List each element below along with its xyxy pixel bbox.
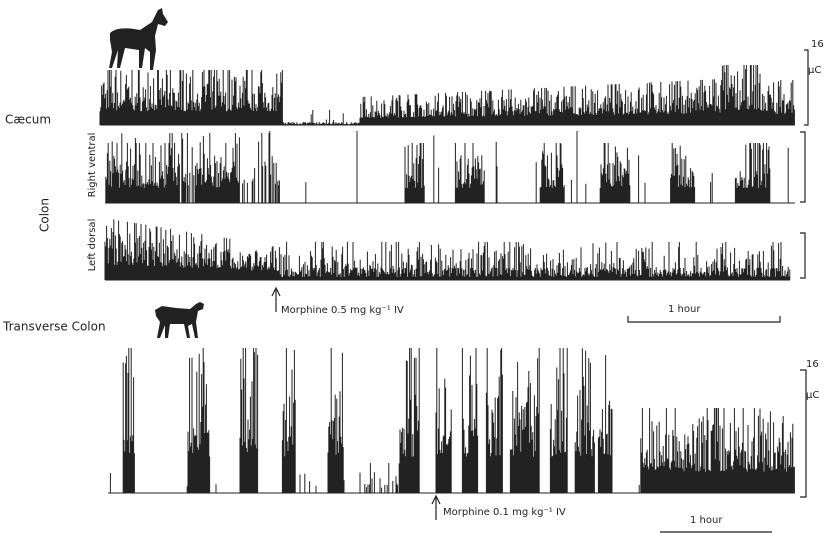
scale-bracket xyxy=(800,233,805,278)
injection-arrow xyxy=(432,496,440,520)
injection-label: Morphine 0.1 mg kg⁻¹ IV xyxy=(443,507,566,518)
scale-value: 16 xyxy=(811,39,824,50)
recording-trace xyxy=(100,65,795,125)
scale-bracket xyxy=(804,50,808,125)
recording-trace xyxy=(108,348,795,493)
horse-icon xyxy=(109,8,168,70)
recording-trace xyxy=(105,131,795,203)
injection-arrow xyxy=(272,288,280,312)
time-bar-label: 1 hour xyxy=(668,304,701,315)
recording-trace xyxy=(105,220,790,281)
scale-bracket xyxy=(800,132,805,202)
colon-label: Colon xyxy=(38,198,52,232)
figure: Cæcum Colon Right ventral Left dorsal 16… xyxy=(0,0,834,534)
time-bar-label: 1 hour xyxy=(690,515,723,526)
right-ventral-label: Right ventral xyxy=(87,133,98,198)
dog-panel-title: Transverse Colon xyxy=(2,320,106,334)
scale-unit: μC xyxy=(806,390,819,401)
scale-value: 16 xyxy=(806,359,819,370)
left-dorsal-label: Left dorsal xyxy=(87,219,98,272)
scale-unit: μC xyxy=(808,65,821,76)
dog-icon xyxy=(155,302,204,338)
caecum-label: Cæcum xyxy=(5,113,51,127)
injection-label: Morphine 0.5 mg kg⁻¹ IV xyxy=(281,305,404,316)
time-bar xyxy=(628,316,780,322)
